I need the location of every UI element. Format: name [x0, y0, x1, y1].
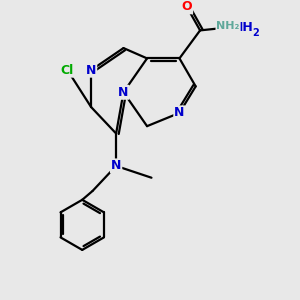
Text: NH₂: NH₂	[216, 21, 240, 31]
Text: O: O	[182, 0, 192, 13]
Text: 2: 2	[252, 28, 259, 38]
Text: NH: NH	[232, 21, 253, 34]
Text: Cl: Cl	[61, 64, 74, 77]
Text: N: N	[86, 64, 96, 77]
Text: N: N	[118, 86, 129, 99]
Text: N: N	[174, 106, 185, 119]
Text: N: N	[111, 159, 121, 172]
